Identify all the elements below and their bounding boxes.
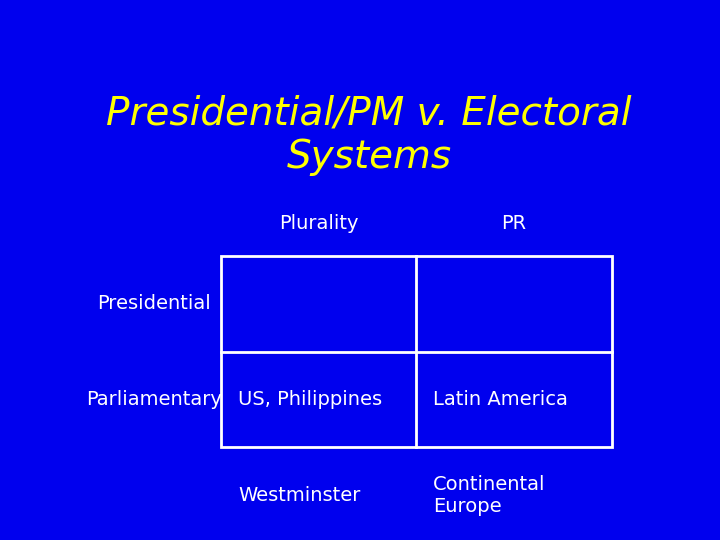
Text: Latin America: Latin America (433, 390, 568, 409)
Bar (221, 256, 612, 447)
Text: PR: PR (502, 214, 526, 233)
Text: Continental
Europe: Continental Europe (433, 475, 546, 516)
Text: Plurality: Plurality (279, 214, 359, 233)
Text: US, Philippines: US, Philippines (238, 390, 382, 409)
Text: Presidential: Presidential (97, 294, 211, 313)
Text: Presidential/PM v. Electoral
Systems: Presidential/PM v. Electoral Systems (107, 94, 631, 177)
Text: Parliamentary: Parliamentary (86, 390, 222, 409)
Text: Westminster: Westminster (238, 485, 360, 505)
